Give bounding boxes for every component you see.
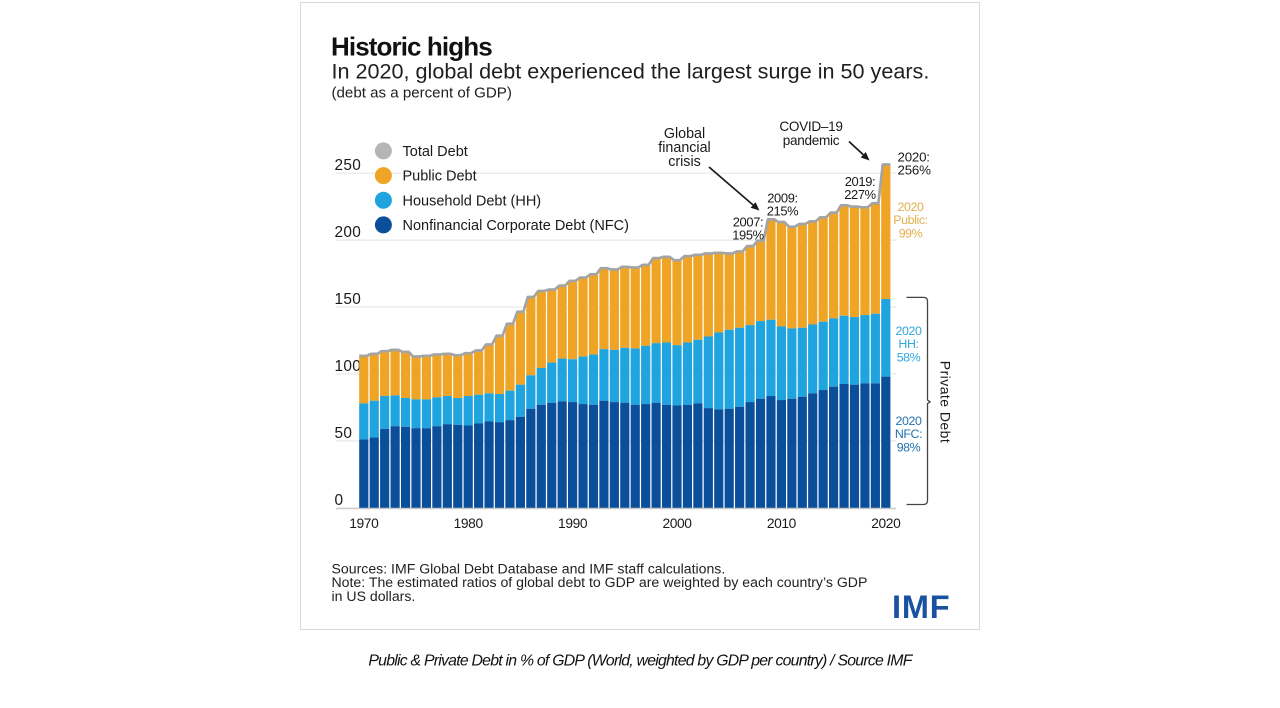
svg-text:financial: financial [658,140,710,156]
svg-text:2007:: 2007: [733,215,764,230]
svg-text:215%: 215% [767,204,799,219]
svg-text:COVID–19: COVID–19 [779,119,842,134]
svg-text:200: 200 [335,224,362,241]
svg-text:58%: 58% [897,350,921,364]
svg-text:2020: 2020 [871,516,901,531]
svg-text:Sources: IMF Global Debt Datab: Sources: IMF Global Debt Database and IM… [332,561,726,577]
svg-text:2020:: 2020: [898,150,930,165]
svg-text:50: 50 [335,425,353,442]
svg-text:1980: 1980 [454,516,484,531]
svg-text:2020: 2020 [896,324,922,338]
svg-text:In 2020, global debt experienc: In 2020, global debt experienced the lar… [332,59,930,84]
svg-text:2019:: 2019: [845,174,876,189]
svg-text:227%: 227% [844,187,876,202]
svg-text:1990: 1990 [558,516,588,531]
svg-text:pandemic: pandemic [783,133,840,148]
svg-text:2020: 2020 [898,200,924,214]
svg-text:2010: 2010 [767,516,797,531]
svg-text:Nonfinancial Corporate Debt (N: Nonfinancial Corporate Debt (NFC) [403,218,629,234]
svg-text:100: 100 [335,358,362,375]
svg-text:crisis: crisis [668,154,701,170]
svg-text:2000: 2000 [662,516,692,531]
svg-text:150: 150 [335,291,362,308]
svg-text:(debt as a percent of GDP): (debt as a percent of GDP) [332,85,512,102]
svg-text:1970: 1970 [349,516,379,531]
svg-text:Private Debt: Private Debt [938,361,954,443]
svg-text:HH:: HH: [898,337,918,351]
svg-text:2020: 2020 [896,414,922,428]
svg-text:99%: 99% [899,226,923,240]
svg-text:NFC:: NFC: [895,427,922,441]
svg-text:IMF: IMF [892,589,950,625]
svg-text:256%: 256% [898,163,932,178]
svg-text:250: 250 [335,157,362,174]
svg-text:0: 0 [335,492,344,509]
svg-text:195%: 195% [732,228,764,243]
svg-text:in US dollars.: in US dollars. [332,588,416,604]
svg-text:Public & Private Debt in % of: Public & Private Debt in % of GDP (World… [368,653,913,670]
svg-text:Public Debt: Public Debt [403,169,477,185]
svg-text:2009:: 2009: [767,191,798,206]
svg-text:98%: 98% [897,440,921,454]
svg-text:Total Debt: Total Debt [403,144,468,160]
svg-text:Household Debt (HH): Household Debt (HH) [403,193,542,209]
svg-text:Global: Global [664,126,705,142]
svg-text:Note: The estimated ratios of: Note: The estimated ratios of global deb… [332,574,868,590]
svg-text:Historic highs: Historic highs [331,32,492,62]
svg-text:Public:: Public: [893,213,927,227]
